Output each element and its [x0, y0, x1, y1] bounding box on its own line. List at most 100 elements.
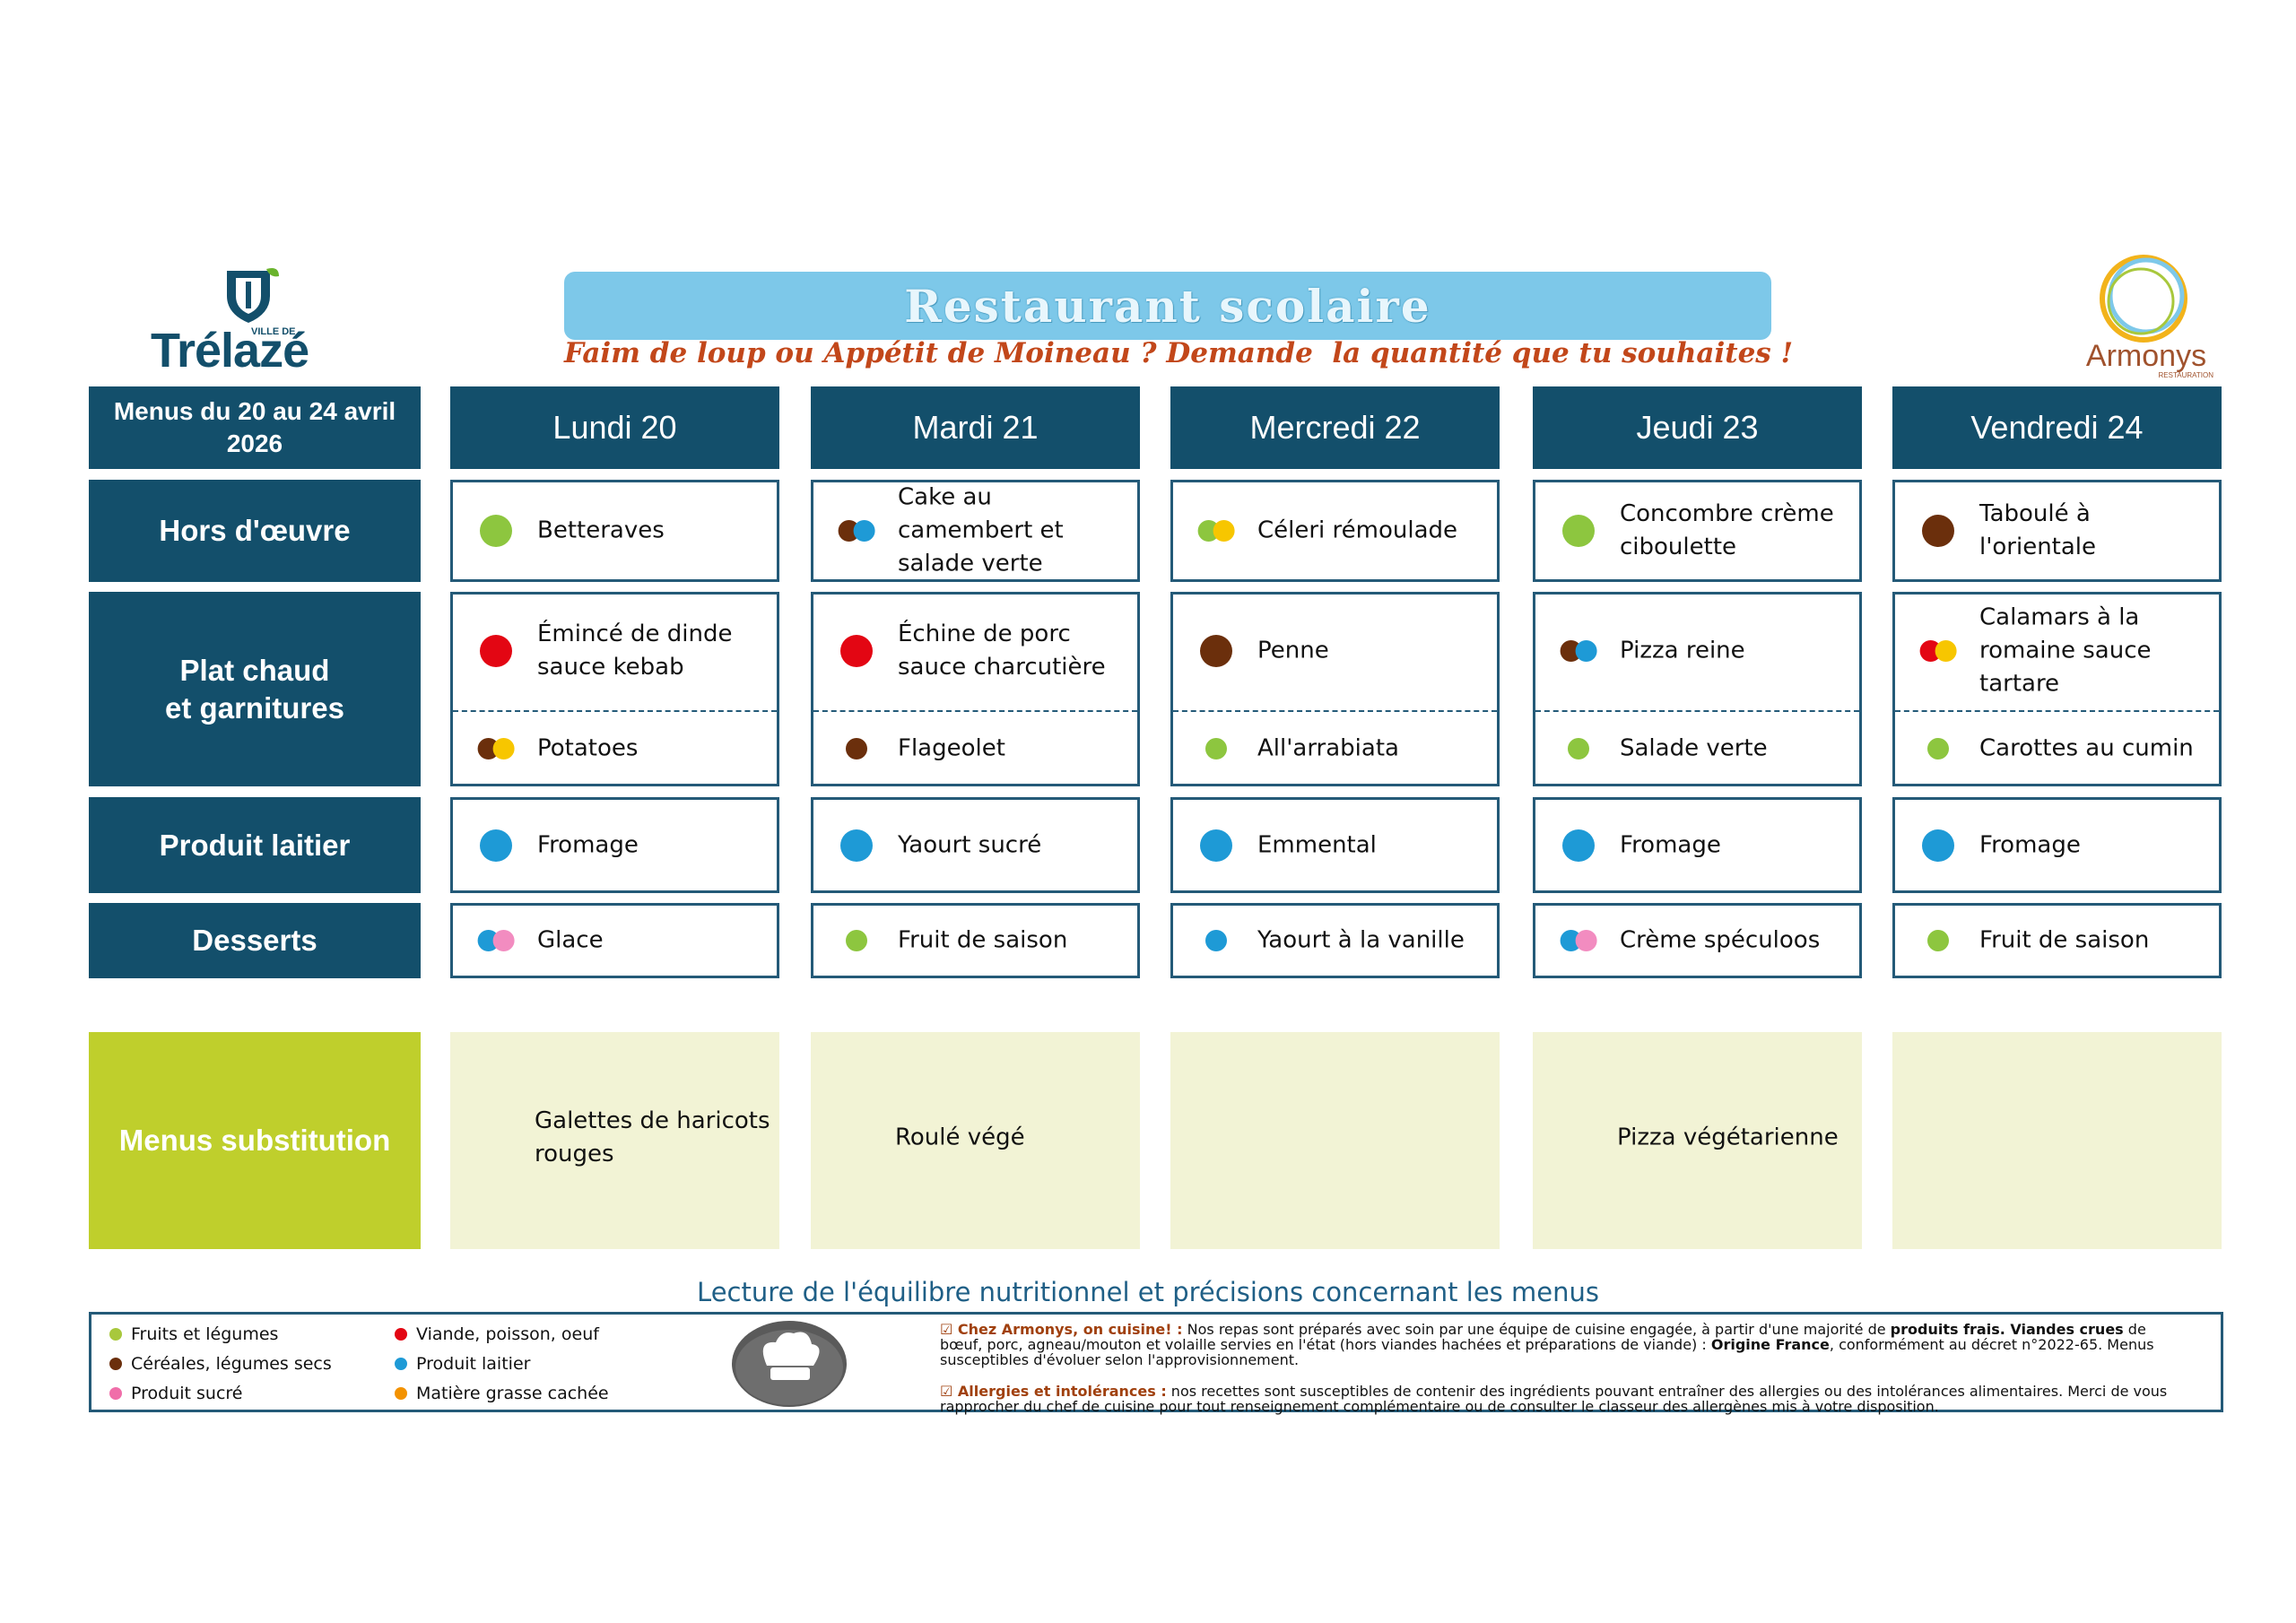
legend-title: Lecture de l'équilibre nutritionnel et p…: [697, 1277, 1599, 1307]
dot-group: [1568, 737, 1589, 759]
day-header: Lundi 20: [450, 386, 779, 469]
food-dot: [1200, 635, 1232, 668]
food-dot: [846, 737, 867, 759]
menu-cell: Penne All'arrabiata: [1170, 592, 1500, 786]
food-dot: [480, 635, 512, 668]
menu-item: Fruit de saison: [1895, 903, 2219, 978]
menu-item: Roulé végé: [811, 1029, 1140, 1246]
menu-text: Fruit de saison: [1979, 926, 2150, 954]
dot-group: [480, 635, 512, 668]
menu-item: Betteraves: [453, 480, 777, 582]
food-dot: [1562, 829, 1595, 862]
title: Restaurant scolaire: [904, 279, 1431, 333]
legend-label: Produit laitier: [416, 1354, 531, 1374]
title-banner: Restaurant scolaire: [564, 272, 1771, 340]
note-run: , conformément au décret n°2022-65. Menu…: [940, 1336, 2154, 1368]
menu-item: Salade verte: [1535, 710, 1859, 786]
corner-header: Menus du 20 au 24 avril 2026: [89, 386, 421, 469]
food-dot: [492, 737, 515, 759]
dot-group: [1927, 930, 1949, 951]
food-dot: [1935, 640, 1957, 663]
menu-cell: [1892, 1032, 2222, 1249]
dot-group: [477, 737, 515, 759]
menu-item: Fromage: [453, 797, 777, 893]
food-dot: [840, 635, 873, 668]
menu-item: Cake au camembert et salade verte: [813, 480, 1137, 582]
legend-dot: [395, 1387, 407, 1400]
food-dot: [1205, 737, 1227, 759]
menu-item: Crème spéculoos: [1535, 903, 1859, 978]
food-dot: [1922, 515, 1954, 547]
dot-group: [1197, 520, 1235, 542]
menu-cell: Pizza reine Salade verte: [1533, 592, 1862, 786]
menu-item: Fromage: [1535, 797, 1859, 893]
dot-group: [1205, 737, 1227, 759]
food-dot: [1213, 520, 1235, 542]
legend-dot: [109, 1358, 122, 1370]
food-dot: [480, 829, 512, 862]
menu-item: Penne: [1173, 592, 1497, 710]
dot-group: [480, 515, 512, 547]
logo-rings: [2100, 255, 2187, 343]
dot-group: [840, 829, 873, 862]
menu-cell: Émincé de dinde sauce kebab Potatoes: [450, 592, 779, 786]
chef-icon: [732, 1321, 847, 1407]
menu-cell: Calamars à la romaine sauce tartare Carot…: [1892, 592, 2222, 786]
menu-text: Émincé de dinde sauce kebab: [537, 621, 733, 681]
menu-cell: Échine de porc sauce charcutière Flageole…: [811, 592, 1140, 786]
dot-group: [1919, 640, 1957, 663]
menu-text: Carottes au cumin: [1979, 734, 2194, 762]
day-header: Jeudi 23: [1533, 386, 1862, 469]
dot-group: [1562, 829, 1595, 862]
note-run: produits frais. Viandes crues: [1890, 1321, 2124, 1338]
note-run: Nos repas sont préparés avec soin par un…: [1182, 1321, 1891, 1338]
dot-group: [1562, 515, 1595, 547]
menu-text: Fromage: [1979, 831, 2081, 858]
note-run: ☑ Chez Armonys, on cuisine! :: [940, 1321, 1183, 1338]
row-label: Produit laitier: [89, 797, 421, 893]
food-dot: [840, 829, 873, 862]
menu-item: Émincé de dinde sauce kebab: [453, 592, 777, 710]
menu-item: Pizza végétarienne: [1533, 1029, 1862, 1246]
row-label: Desserts: [89, 903, 421, 978]
day-header: Vendredi 24: [1892, 386, 2222, 469]
menu-cell: Taboulé à l'orientale: [1892, 480, 2222, 582]
food-dot: [1922, 829, 1954, 862]
legend-dot: [109, 1328, 122, 1341]
menu-item: Glace: [453, 903, 777, 978]
menu-item: Flageolet: [813, 710, 1137, 786]
food-dot: [1562, 515, 1595, 547]
menu-text: Emmental: [1257, 831, 1377, 858]
dashed-divider: [453, 710, 777, 713]
menu-cell: Fromage: [450, 797, 779, 893]
food-dot: [1200, 829, 1232, 862]
logo-right-name: Armonys: [2085, 339, 2207, 373]
subtitle: Faim de loup ou Appétit de Moineau ? Dem…: [564, 337, 1794, 369]
menu-text: Fromage: [1620, 831, 1721, 858]
menu-cell: Crème spéculoos: [1533, 903, 1862, 978]
food-dot: [846, 930, 867, 951]
menu-text: Yaourt à la vanille: [1257, 926, 1465, 954]
row-label: Hors d'œuvre: [89, 480, 421, 582]
menu-text: Fruit de saison: [898, 926, 1068, 954]
menu-cell: Pizza végétarienne: [1533, 1032, 1862, 1249]
legend-label: Viande, poisson, oeuf: [416, 1324, 599, 1344]
menu-text: Fromage: [537, 831, 639, 858]
dot-group: [1927, 737, 1949, 759]
menu-cell: Fromage: [1892, 797, 2222, 893]
menu-text: Roulé végé: [895, 1124, 1025, 1151]
legend-note: ☑ Chez Armonys, on cuisine! : Nos repas …: [940, 1322, 2178, 1367]
menu-cell: Cake au camembert et salade verte: [811, 480, 1140, 582]
legend-label: Matière grasse cachée: [416, 1384, 609, 1403]
menu-item: Potatoes: [453, 710, 777, 786]
dot-group: [840, 635, 873, 668]
menu-item: Concombre crème ciboulette: [1535, 480, 1859, 582]
menu-text: All'arrabiata: [1257, 734, 1399, 762]
menu-cell: Yaourt à la vanille: [1170, 903, 1500, 978]
menu-item: Fruit de saison: [813, 903, 1137, 978]
menu-item: Fromage: [1895, 797, 2219, 893]
dot-group: [477, 930, 515, 951]
menu-text: Yaourt sucré: [898, 831, 1042, 858]
menu-item: Yaourt sucré: [813, 797, 1137, 893]
legend-dot: [395, 1358, 407, 1370]
